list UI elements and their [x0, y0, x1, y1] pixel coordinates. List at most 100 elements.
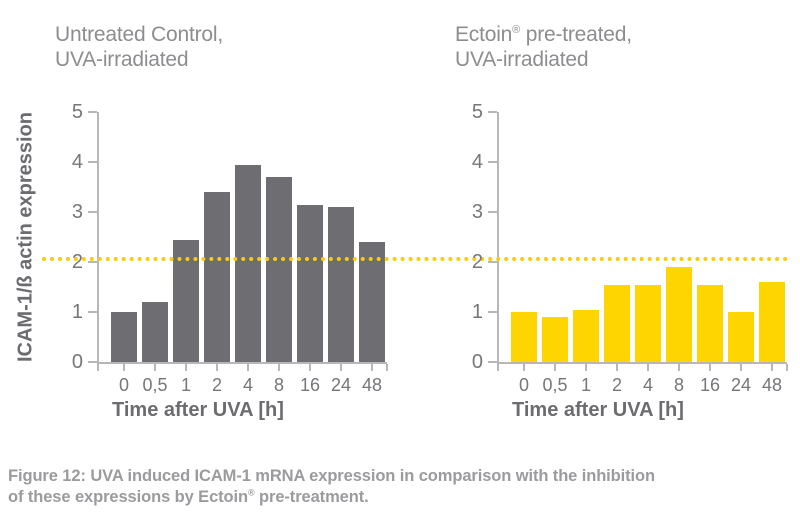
x-axis-tick-mark: [678, 364, 680, 371]
caption-line2-post: pre-treatment.: [254, 488, 369, 506]
x-axis-tick-label: 1: [180, 375, 191, 395]
chart-panel-untreated: Untreated Control, UVA-irradiated ICAM-1/…: [0, 0, 400, 450]
x-axis-tick-label: 0: [518, 375, 529, 395]
chart-title-untreated: Untreated Control, UVA-irradiated: [55, 22, 223, 72]
chart-title-line2: UVA-irradiated: [55, 48, 189, 71]
bar-0,5h: [542, 317, 568, 362]
bar-2h: [204, 192, 230, 362]
chart-title-ectoin: Ectoin® pre-treated, UVA-irradiated: [455, 22, 632, 72]
x-axis-tick-label: 8: [673, 375, 684, 395]
bar-4h: [235, 164, 261, 362]
x-axis-tick-label: 1: [580, 375, 591, 395]
x-tick: 24: [728, 364, 754, 396]
bar-4h: [635, 284, 661, 362]
bar-1h: [573, 309, 599, 362]
y-axis-tick-mark: [88, 111, 97, 113]
x-tick: 2: [604, 364, 630, 396]
y-axis-tick-mark: [488, 111, 497, 113]
y-axis-tick-mark: [88, 161, 97, 163]
x-axis-tick-mark: [154, 364, 156, 371]
x-axis-label: Time after UVA [h]: [512, 399, 684, 421]
x-tick: 8: [266, 364, 292, 396]
x-axis-tick-label: 4: [242, 375, 253, 395]
x-tick: 1: [573, 364, 599, 396]
y-axis-tick-mark: [88, 311, 97, 313]
x-axis-tick-label: 48: [761, 375, 783, 395]
x-tick: 48: [359, 364, 385, 396]
x-tick: 0: [511, 364, 537, 396]
x-axis-tick-label: 8: [273, 375, 284, 395]
registered-trademark-icon: ®: [512, 24, 521, 36]
x-axis-tick-mark: [740, 364, 742, 371]
y-axis-tick-label: 5: [471, 101, 483, 123]
x-axis-tick-label: 2: [611, 375, 622, 395]
x-tick: 4: [635, 364, 661, 396]
y-axis-tick-label: 5: [71, 101, 83, 123]
chart-title-line1-post: pre-treated,: [520, 23, 632, 46]
x-axis-tick-label: 24: [730, 375, 752, 395]
x-axis-tick-mark: [371, 364, 373, 371]
x-axis-tick-mark: [185, 364, 187, 371]
x-axis-tick-mark: [278, 364, 280, 371]
y-axis-tick-label: 1: [71, 301, 83, 323]
bar-48h: [359, 242, 385, 362]
y-axis-label: ICAM-1/ß actin expression: [14, 111, 37, 363]
x-tick: 1: [173, 364, 199, 396]
caption-line2-pre: of these expressions by Ectoin: [8, 488, 248, 506]
x-axis-tick-label: 2: [211, 375, 222, 395]
x-axis-tick-mark: [709, 364, 711, 371]
bar-16h: [697, 284, 723, 362]
registered-trademark-icon: ®: [248, 487, 255, 498]
x-axis-tick-label: 24: [330, 375, 352, 395]
y-axis-tick-label: 2: [471, 251, 483, 273]
y-axis-tick-mark: [88, 211, 97, 213]
x-axis-tick-mark: [340, 364, 342, 371]
bars-untreated: [99, 112, 387, 362]
y-axis-tick-mark: [488, 361, 497, 363]
x-axis-tick-label: 0,5: [542, 375, 568, 395]
x-axis-tick-label: 16: [699, 375, 721, 395]
bar-0h: [511, 312, 537, 362]
y-axis-tick-mark: [488, 311, 497, 313]
y-axis-tick-mark: [488, 261, 497, 263]
bars-ectoin: [499, 112, 787, 362]
bar-0h: [111, 312, 137, 362]
y-axis-tick-mark: [488, 161, 497, 163]
x-tick: 2: [204, 364, 230, 396]
bar-16h: [297, 204, 323, 362]
y-axis-tick-label: 0: [71, 351, 83, 373]
y-axis-tick-label: 1: [471, 301, 483, 323]
x-tick: 0: [111, 364, 137, 396]
y-axis-tick-label: 2: [71, 251, 83, 273]
x-axis-tick-mark: [554, 364, 556, 371]
figure-caption: Figure 12: UVA induced ICAM-1 mRNA expre…: [8, 466, 796, 508]
y-axis-tick-mark: [88, 261, 97, 263]
x-axis-tick-label: 16: [299, 375, 321, 395]
caption-line1: Figure 12: UVA induced ICAM-1 mRNA expre…: [8, 467, 655, 485]
x-axis-tick-mark: [123, 364, 125, 371]
x-axis-tick-mark: [771, 364, 773, 371]
x-axis-tick-mark: [309, 364, 311, 371]
bar-24h: [328, 207, 354, 362]
x-axis-tick-mark: [585, 364, 587, 371]
chart-title-line1-pre: Ectoin: [455, 23, 513, 46]
x-tick: 24: [328, 364, 354, 396]
x-axis-ticks-ectoin: 0 0,5 1 2 4 8 16 24 48: [511, 364, 785, 396]
x-tick: 16: [697, 364, 723, 396]
chart-title-line2: UVA-irradiated: [455, 48, 589, 71]
threshold-line: [42, 256, 788, 261]
x-axis-tick-label: 0: [118, 375, 129, 395]
x-axis-tick-mark: [247, 364, 249, 371]
y-axis-tick-label: 4: [71, 151, 83, 173]
bar-24h: [728, 312, 754, 362]
x-axis-tick-mark: [523, 364, 525, 371]
y-axis-tick-mark: [88, 361, 97, 363]
x-axis-ticks-untreated: 0 0,5 1 2 4 8 16 24 48: [111, 364, 385, 396]
x-axis-tick-mark: [647, 364, 649, 371]
x-axis-tick-mark: [216, 364, 218, 371]
x-axis-tick-mark: [616, 364, 618, 371]
x-axis-label: Time after UVA [h]: [112, 399, 284, 421]
y-axis-tick-label: 0: [471, 351, 483, 373]
